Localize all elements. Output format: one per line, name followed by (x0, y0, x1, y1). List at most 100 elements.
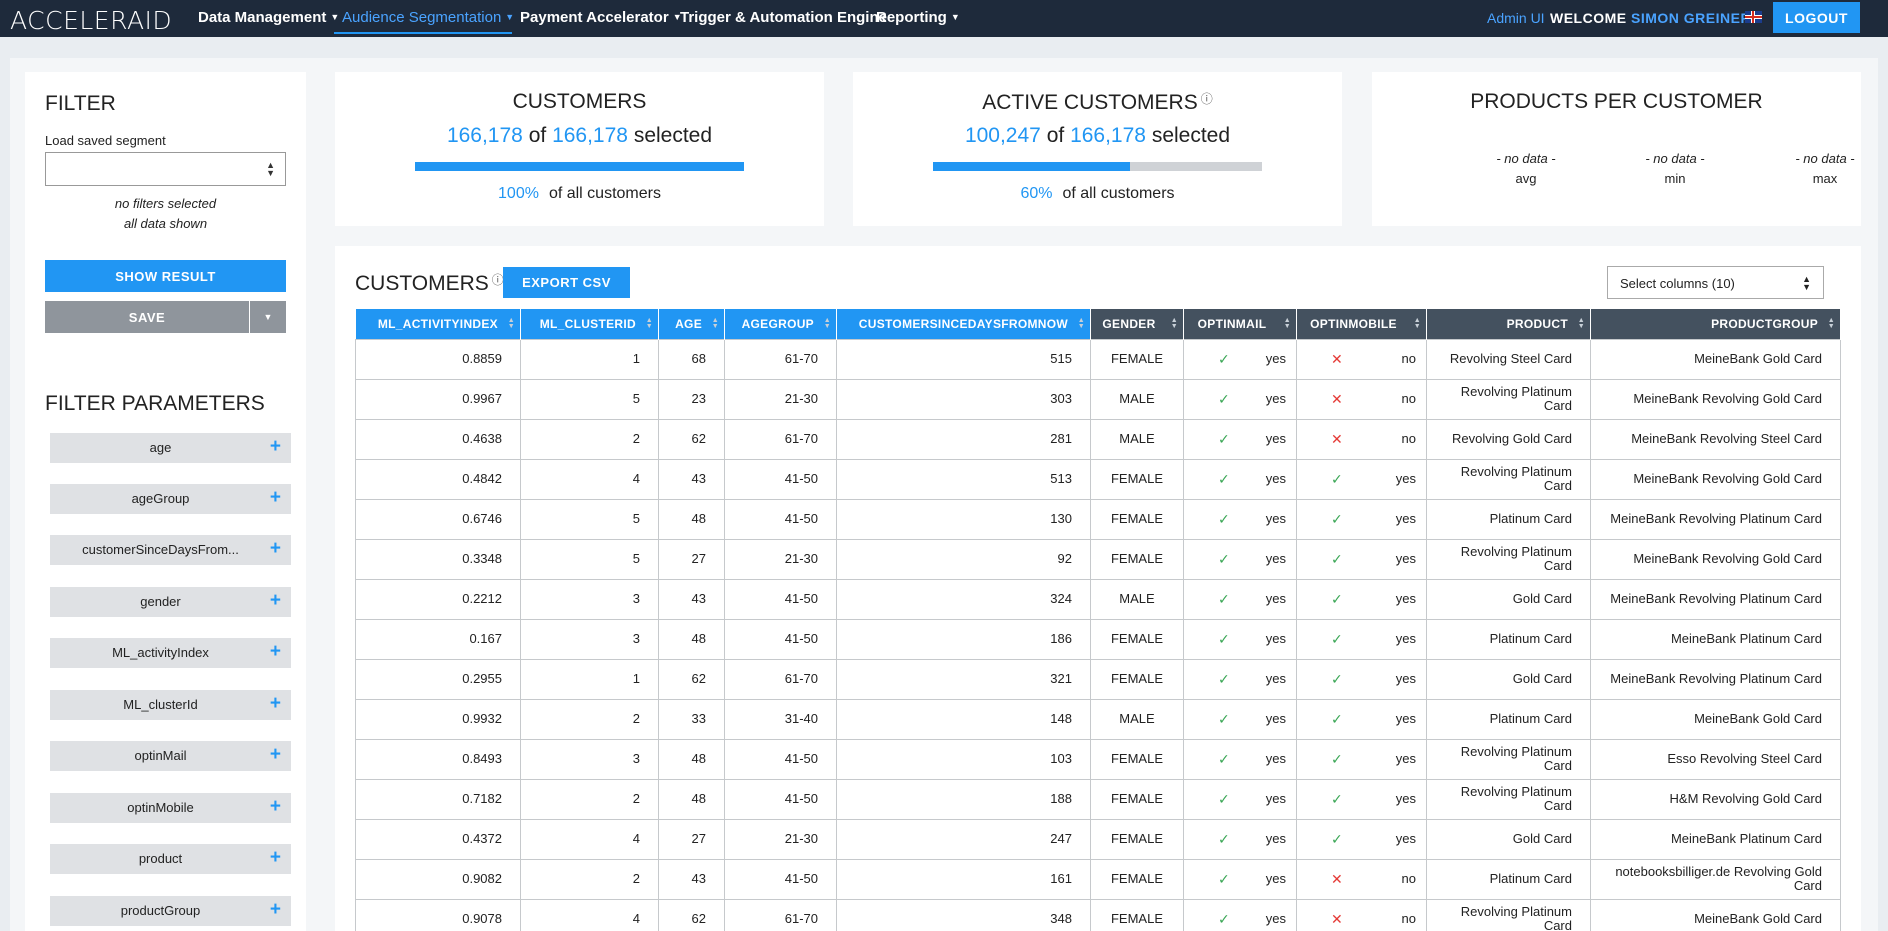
table-row[interactable]: 0.167 3 48 41-50 186 FEMALE ✓ yes ✓ yes Platinum C… (355, 618, 1841, 660)
nav-payment-accelerator[interactable]: Payment Accelerator ▼ (520, 9, 682, 26)
filter-param-ml-clusterid[interactable]: ML_clusterId + (50, 690, 291, 720)
table-cell: FEMALE (1090, 858, 1184, 900)
uk-flag-icon[interactable] (1745, 11, 1762, 23)
table-row[interactable]: 0.2212 3 43 41-50 324 MALE ✓ yes ✓ yes Gold Card Me… (355, 578, 1841, 620)
column-header-product[interactable]: PRODUCT ▲ ▼ (1426, 309, 1591, 339)
table-cell: ✓ yes (1183, 658, 1297, 700)
select-columns-label: Select columns (10) (1620, 276, 1735, 291)
user-name[interactable]: SIMON GREINER (1631, 10, 1752, 26)
sort-icon[interactable]: ▲ ▼ (711, 317, 719, 330)
filter-param-age[interactable]: age + (50, 433, 291, 463)
plus-icon[interactable]: + (269, 487, 281, 508)
nav-trigger-automation[interactable]: Trigger & Automation Engine (680, 9, 887, 26)
sort-icon[interactable]: ▲ ▼ (645, 317, 653, 330)
column-header-gender[interactable]: GENDER ▲ ▼ (1090, 309, 1184, 339)
filter-param-optinmail[interactable]: optinMail + (50, 741, 291, 771)
cell-value: 3 (632, 631, 640, 646)
table-row[interactable]: 0.2955 1 62 61-70 321 FEMALE ✓ yes ✓ yes Gold Card… (355, 658, 1841, 700)
column-header-ml_clusterid[interactable]: ML_CLUSTERID ▲ ▼ (520, 309, 659, 339)
plus-icon[interactable]: + (269, 744, 281, 765)
column-header-age[interactable]: AGE ▲ ▼ (658, 309, 725, 339)
show-result-button[interactable]: SHOW RESULT (45, 260, 286, 292)
cell-value: Gold Card (1512, 671, 1572, 686)
plus-icon[interactable]: + (269, 693, 281, 714)
sort-icon[interactable]: ▲ ▼ (1577, 317, 1585, 330)
table-cell: MALE (1090, 418, 1184, 460)
nav-data-management[interactable]: Data Management ▼ (198, 9, 339, 26)
sort-icon[interactable]: ▲ ▼ (1827, 317, 1835, 330)
filter-param-product[interactable]: product + (50, 844, 291, 874)
column-header-optinmobile[interactable]: OPTINMOBILE ▲ ▼ (1296, 309, 1427, 339)
table-row[interactable]: 0.9932 2 33 31-40 148 MALE ✓ yes ✓ yes Platinum Ca… (355, 698, 1841, 740)
admin-ui-link[interactable]: Admin UI (1487, 10, 1545, 26)
plus-icon[interactable]: + (269, 436, 281, 457)
filter-param-optinmobile[interactable]: optinMobile + (50, 793, 291, 823)
sort-icon[interactable]: ▲ ▼ (1170, 317, 1178, 330)
nav-audience-segmentation[interactable]: Audience Segmentation ▼ (342, 9, 514, 26)
info-icon[interactable]: ⓘ (1200, 92, 1213, 106)
table-cell: MeineBank Platinum Card (1590, 818, 1841, 860)
table-row[interactable]: 0.4842 4 43 41-50 513 FEMALE ✓ yes ✓ yes Revolving… (355, 458, 1841, 500)
column-header-ml_activityindex[interactable]: ML_ACTIVITYINDEX ▲ ▼ (355, 309, 521, 339)
sort-icon[interactable]: ▲ ▼ (1283, 317, 1291, 330)
table-row[interactable]: 0.7182 2 48 41-50 188 FEMALE ✓ yes ✓ yes Revolving… (355, 778, 1841, 820)
cell-value: 31-40 (784, 711, 818, 726)
cell-value: Revolving Platinum Card (1460, 464, 1572, 493)
customers-selected-line: 166,178 of 166,178 selected (335, 124, 824, 148)
cell-value: 4 (632, 471, 640, 486)
table-row[interactable]: 0.8493 3 48 41-50 103 FEMALE ✓ yes ✓ yes Revolving… (355, 738, 1841, 780)
column-header-label: ML_ACTIVITYINDEX (377, 316, 498, 331)
filter-param-customersince[interactable]: customerSinceDaysFrom... + (50, 535, 291, 565)
plus-icon[interactable]: + (269, 796, 281, 817)
filter-param-agegroup[interactable]: ageGroup + (50, 484, 291, 514)
plus-icon[interactable]: + (269, 899, 281, 920)
column-header-agegroup[interactable]: AGEGROUP ▲ ▼ (724, 309, 837, 339)
plus-icon[interactable]: + (269, 847, 281, 868)
table-row[interactable]: 0.9078 4 62 61-70 348 FEMALE ✓ yes ✕ no Revolving … (355, 898, 1841, 931)
table-cell: 303 (836, 378, 1091, 420)
active-selected-line: 100,247 of 166,178 selected (853, 124, 1342, 148)
table-row[interactable]: 0.9967 5 23 21-30 303 MALE ✓ yes ✕ no Revolving Pl… (355, 378, 1841, 420)
info-icon[interactable]: ⓘ (491, 273, 504, 287)
table-row[interactable]: 0.9082 2 43 41-50 161 FEMALE ✓ yes ✕ no Platinum C… (355, 858, 1841, 900)
table-cell: ✓ yes (1296, 658, 1427, 700)
plus-icon[interactable]: + (269, 641, 281, 662)
filter-param-productgroup[interactable]: productGroup + (50, 896, 291, 926)
table-cell: ✓ yes (1183, 698, 1297, 740)
nav-reporting[interactable]: Reporting ▼ (876, 9, 960, 26)
column-header-optinmail[interactable]: OPTINMAIL ▲ ▼ (1183, 309, 1297, 339)
cell-value: 0.8493 (462, 751, 502, 766)
table-row[interactable]: 0.6746 5 48 41-50 130 FEMALE ✓ yes ✓ yes Platinum … (355, 498, 1841, 540)
select-columns-dropdown[interactable]: Select columns (10) ▲ ▼ (1607, 266, 1824, 299)
table-row[interactable]: 0.3348 5 27 21-30 92 FEMALE ✓ yes ✓ yes Revolving … (355, 538, 1841, 580)
saved-segment-select[interactable]: ▲ ▼ (45, 152, 286, 186)
table-cell: 4 (520, 458, 659, 500)
save-button[interactable]: SAVE (45, 301, 249, 333)
table-cell: ✓ yes (1183, 738, 1297, 780)
caret-down-icon: ▼ (330, 12, 340, 22)
plus-icon[interactable]: + (269, 538, 281, 559)
table-cell: 5 (520, 538, 659, 580)
sort-icon[interactable]: ▲ ▼ (1413, 317, 1421, 330)
plus-icon[interactable]: + (269, 590, 281, 611)
logout-button[interactable]: LOGOUT (1773, 2, 1860, 33)
table-cell: ✓ yes (1183, 538, 1297, 580)
table-row[interactable]: 0.8859 1 68 61-70 515 FEMALE ✓ yes ✕ no Revolving … (355, 338, 1841, 380)
filter-param-ml-activityindex[interactable]: ML_activityIndex + (50, 638, 291, 668)
table-cell: 92 (836, 538, 1091, 580)
sort-icon[interactable]: ▲ ▼ (1077, 317, 1085, 330)
table-row[interactable]: 0.4372 4 27 21-30 247 FEMALE ✓ yes ✓ yes Gold Card… (355, 818, 1841, 860)
sort-icon[interactable]: ▲ ▼ (823, 317, 831, 330)
filter-param-gender[interactable]: gender + (50, 587, 291, 617)
cell-value: no (1401, 911, 1416, 926)
cell-value: 92 (1057, 551, 1072, 566)
app-logo[interactable]: ACCELERAID (10, 6, 173, 35)
table-cell: 4 (520, 898, 659, 931)
sort-icon[interactable]: ▲ ▼ (507, 317, 515, 330)
export-csv-button[interactable]: EXPORT CSV (503, 267, 630, 298)
column-header-productgroup[interactable]: PRODUCTGROUP ▲ ▼ (1590, 309, 1841, 339)
save-dropdown-button[interactable]: ▼ (250, 301, 286, 333)
table-row[interactable]: 0.4638 2 62 61-70 281 MALE ✓ yes ✕ no Revolving Go… (355, 418, 1841, 460)
cell-value: yes (1265, 711, 1286, 726)
column-header-customersincedaysfromnow[interactable]: CUSTOMERSINCEDAYSFROMNOW ▲ ▼ (836, 309, 1091, 339)
